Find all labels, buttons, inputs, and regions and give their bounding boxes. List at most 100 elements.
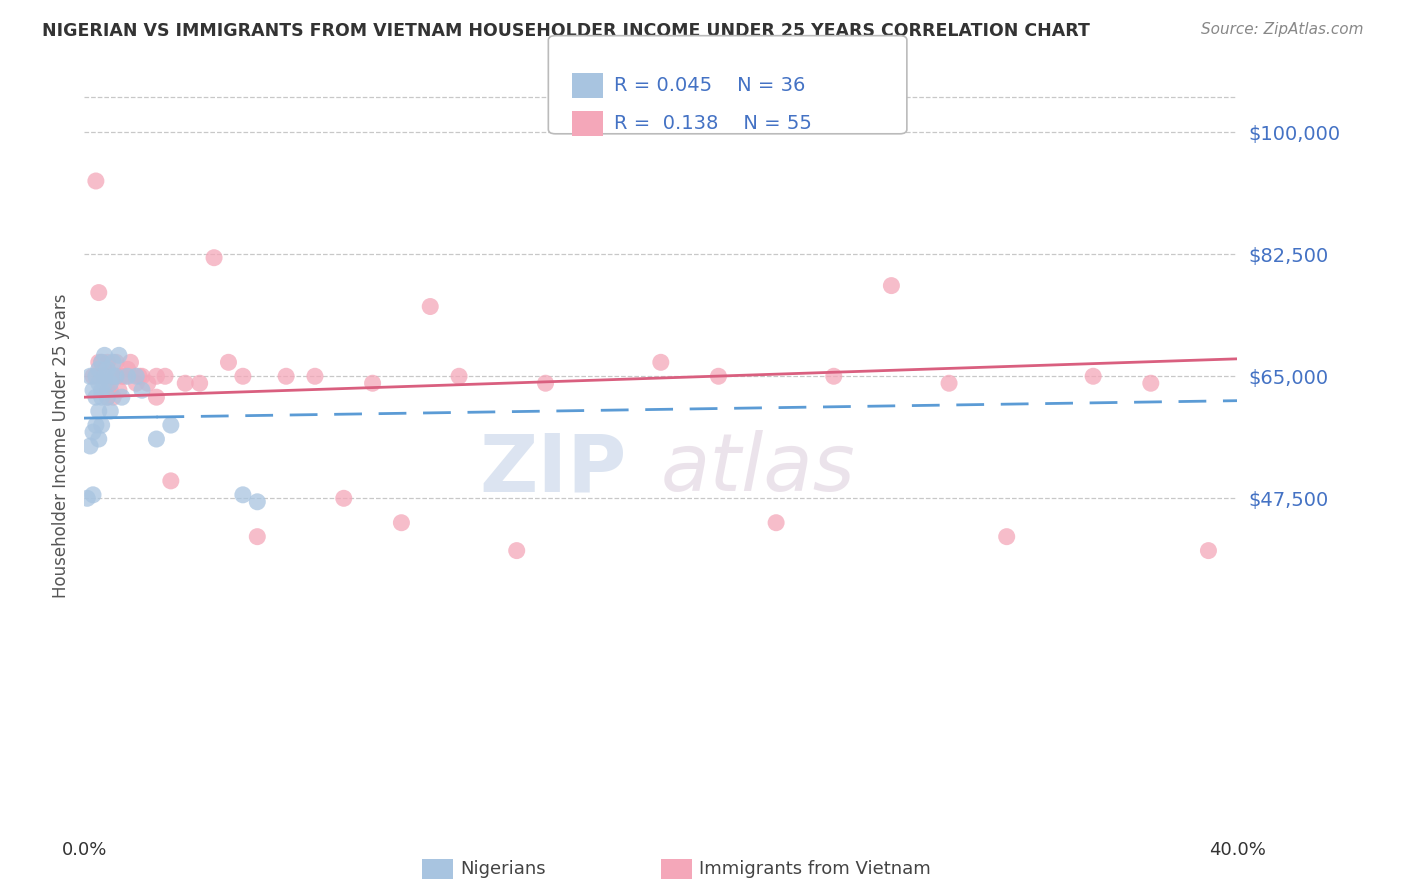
Point	[232, 488, 254, 502]
Point	[111, 390, 134, 404]
Point	[98, 369, 121, 384]
Point	[880, 278, 903, 293]
Point	[79, 439, 101, 453]
Point	[87, 404, 110, 418]
Point	[98, 383, 121, 397]
Point	[79, 369, 101, 384]
Point	[90, 418, 112, 433]
Point	[145, 369, 167, 384]
Text: atlas: atlas	[661, 430, 856, 508]
Point	[87, 285, 110, 300]
Point	[76, 491, 98, 506]
Point	[160, 474, 183, 488]
Point	[93, 376, 115, 391]
Point	[276, 369, 298, 384]
Text: Source: ZipAtlas.com: Source: ZipAtlas.com	[1201, 22, 1364, 37]
Point	[246, 530, 269, 544]
Point	[153, 369, 176, 384]
Point	[90, 355, 112, 369]
Text: R =  0.138    N = 55: R = 0.138 N = 55	[614, 114, 813, 133]
Point	[90, 369, 112, 384]
Point	[145, 432, 167, 446]
Point	[82, 425, 104, 439]
Point	[93, 362, 115, 376]
Point	[84, 418, 107, 433]
Point	[96, 383, 118, 397]
Point	[145, 390, 167, 404]
Point	[232, 369, 254, 384]
Text: ZIP: ZIP	[479, 430, 626, 508]
Point	[128, 369, 150, 384]
Point	[125, 369, 148, 384]
Point	[534, 376, 557, 391]
Point	[93, 369, 115, 384]
Point	[82, 488, 104, 502]
Point	[131, 369, 153, 384]
Point	[419, 300, 441, 314]
Point	[103, 390, 124, 404]
Point	[82, 369, 104, 384]
Point	[114, 369, 136, 384]
Point	[1083, 369, 1105, 384]
Point	[103, 369, 124, 384]
Point	[87, 355, 110, 369]
Point	[650, 355, 672, 369]
Point	[103, 369, 124, 384]
Point	[1198, 543, 1220, 558]
Point	[174, 376, 197, 391]
Point	[84, 390, 107, 404]
Point	[131, 383, 153, 397]
Point	[449, 369, 471, 384]
Point	[160, 418, 183, 433]
Point	[98, 404, 121, 418]
Point	[938, 376, 960, 391]
Point	[202, 251, 225, 265]
Point	[765, 516, 787, 530]
Point	[93, 348, 115, 362]
Point	[87, 362, 110, 376]
Point	[117, 362, 139, 376]
Point	[136, 376, 159, 391]
Y-axis label: Householder Income Under 25 years: Householder Income Under 25 years	[52, 293, 70, 599]
Point	[98, 376, 121, 391]
Point	[304, 369, 326, 384]
Point	[218, 355, 240, 369]
Point	[105, 369, 128, 384]
Point	[111, 369, 134, 384]
Point	[188, 376, 211, 391]
Point	[96, 355, 118, 369]
Point	[96, 390, 118, 404]
Point	[87, 432, 110, 446]
Point	[823, 369, 845, 384]
Point	[108, 348, 131, 362]
Text: R = 0.045    N = 36: R = 0.045 N = 36	[614, 77, 806, 95]
Point	[108, 383, 131, 397]
Text: Immigrants from Vietnam: Immigrants from Vietnam	[699, 860, 931, 878]
Point	[391, 516, 413, 530]
Point	[84, 174, 107, 188]
Point	[246, 495, 269, 509]
Point	[361, 376, 384, 391]
Point	[90, 383, 112, 397]
Text: Nigerians: Nigerians	[460, 860, 546, 878]
Point	[84, 369, 107, 384]
Point	[105, 355, 128, 369]
Point	[90, 390, 112, 404]
Text: NIGERIAN VS IMMIGRANTS FROM VIETNAM HOUSEHOLDER INCOME UNDER 25 YEARS CORRELATIO: NIGERIAN VS IMMIGRANTS FROM VIETNAM HOUS…	[42, 22, 1090, 40]
Point	[120, 355, 142, 369]
Point	[96, 362, 118, 376]
Point	[117, 369, 139, 384]
Point	[105, 369, 128, 384]
Point	[1140, 376, 1163, 391]
Point	[707, 369, 730, 384]
Point	[90, 355, 112, 369]
Point	[96, 390, 118, 404]
Point	[333, 491, 356, 506]
Point	[93, 369, 115, 384]
Point	[103, 355, 124, 369]
Point	[125, 376, 148, 391]
Point	[82, 383, 104, 397]
Point	[995, 530, 1018, 544]
Point	[506, 543, 529, 558]
Point	[87, 376, 110, 391]
